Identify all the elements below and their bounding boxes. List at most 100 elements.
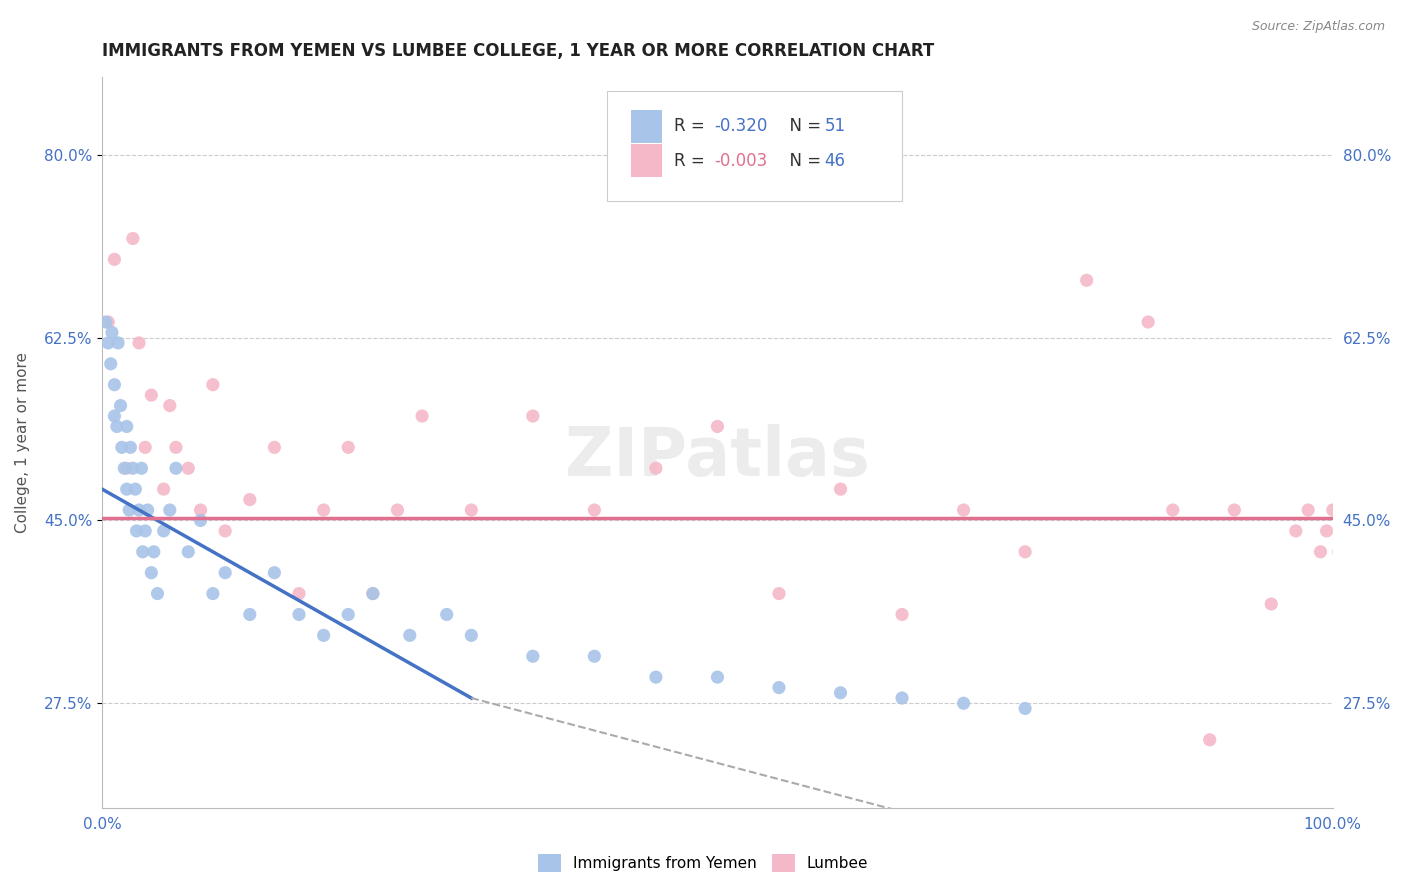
Point bbox=[436, 607, 458, 622]
Point bbox=[891, 607, 914, 622]
Point bbox=[100, 357, 122, 371]
Point bbox=[1137, 315, 1160, 329]
Point bbox=[460, 628, 482, 642]
Text: N =: N = bbox=[779, 118, 827, 136]
Point bbox=[159, 399, 181, 413]
Text: Source: ZipAtlas.com: Source: ZipAtlas.com bbox=[1251, 20, 1385, 33]
Point bbox=[1223, 503, 1246, 517]
Point bbox=[706, 670, 728, 684]
Point bbox=[159, 503, 181, 517]
Point bbox=[125, 524, 148, 538]
Point bbox=[337, 607, 360, 622]
Point bbox=[146, 586, 169, 600]
Point bbox=[190, 503, 212, 517]
Point bbox=[1316, 524, 1339, 538]
Point bbox=[177, 461, 200, 475]
Point bbox=[177, 545, 200, 559]
Point bbox=[101, 326, 124, 340]
Point bbox=[460, 503, 482, 517]
Point bbox=[141, 566, 163, 580]
Point bbox=[891, 691, 914, 706]
Point bbox=[952, 696, 974, 710]
Point bbox=[165, 461, 187, 475]
Point bbox=[94, 315, 117, 329]
Point bbox=[120, 441, 142, 455]
Point bbox=[522, 649, 544, 664]
Point bbox=[136, 503, 159, 517]
Point bbox=[103, 377, 125, 392]
Point bbox=[288, 607, 311, 622]
Point bbox=[152, 482, 174, 496]
FancyBboxPatch shape bbox=[606, 91, 903, 201]
Point bbox=[411, 409, 433, 423]
Point bbox=[645, 461, 668, 475]
Point bbox=[122, 231, 145, 245]
Point bbox=[1334, 566, 1357, 580]
Point bbox=[97, 335, 120, 350]
Point bbox=[190, 513, 212, 527]
Point bbox=[1161, 503, 1184, 517]
Point bbox=[239, 492, 262, 507]
Point bbox=[97, 315, 120, 329]
Point bbox=[115, 482, 138, 496]
Point bbox=[1285, 524, 1308, 538]
Point bbox=[201, 377, 224, 392]
Point bbox=[830, 686, 852, 700]
Point bbox=[361, 586, 384, 600]
Point bbox=[1327, 545, 1350, 559]
Point bbox=[1076, 273, 1098, 287]
Point bbox=[105, 419, 128, 434]
Point bbox=[142, 545, 165, 559]
Point bbox=[952, 503, 974, 517]
Point bbox=[263, 566, 285, 580]
Text: 46: 46 bbox=[824, 152, 845, 169]
Point bbox=[387, 503, 409, 517]
Point bbox=[1260, 597, 1282, 611]
Text: IMMIGRANTS FROM YEMEN VS LUMBEE COLLEGE, 1 YEAR OR MORE CORRELATION CHART: IMMIGRANTS FROM YEMEN VS LUMBEE COLLEGE,… bbox=[103, 42, 935, 60]
Point bbox=[583, 649, 606, 664]
Point bbox=[1322, 503, 1344, 517]
Point bbox=[263, 441, 285, 455]
Point bbox=[214, 566, 236, 580]
Point bbox=[141, 388, 163, 402]
Point bbox=[312, 503, 335, 517]
Point bbox=[134, 441, 156, 455]
Point bbox=[118, 503, 141, 517]
Point bbox=[768, 681, 790, 695]
Point bbox=[103, 252, 125, 267]
Point bbox=[128, 503, 150, 517]
Point bbox=[1014, 545, 1036, 559]
Point bbox=[122, 461, 145, 475]
Point bbox=[152, 524, 174, 538]
Point bbox=[201, 586, 224, 600]
Point bbox=[830, 482, 852, 496]
Point bbox=[103, 409, 125, 423]
Point bbox=[361, 586, 384, 600]
Point bbox=[134, 524, 156, 538]
Point bbox=[239, 607, 262, 622]
Point bbox=[165, 441, 187, 455]
Point bbox=[1309, 545, 1331, 559]
Text: -0.003: -0.003 bbox=[714, 152, 768, 169]
Point bbox=[131, 461, 153, 475]
Point bbox=[132, 545, 155, 559]
FancyBboxPatch shape bbox=[631, 145, 662, 178]
Point bbox=[312, 628, 335, 642]
Text: R =: R = bbox=[675, 118, 710, 136]
Point bbox=[398, 628, 420, 642]
Point bbox=[111, 441, 134, 455]
Text: R =: R = bbox=[675, 152, 710, 169]
Point bbox=[107, 335, 129, 350]
Point bbox=[110, 399, 132, 413]
Point bbox=[768, 586, 790, 600]
Point bbox=[645, 670, 668, 684]
Point bbox=[214, 524, 236, 538]
Point bbox=[115, 461, 138, 475]
Point bbox=[124, 482, 146, 496]
Point bbox=[1296, 503, 1319, 517]
Point bbox=[1340, 586, 1362, 600]
Point bbox=[128, 335, 150, 350]
Point bbox=[288, 586, 311, 600]
Y-axis label: College, 1 year or more: College, 1 year or more bbox=[15, 351, 30, 533]
Text: N =: N = bbox=[779, 152, 827, 169]
